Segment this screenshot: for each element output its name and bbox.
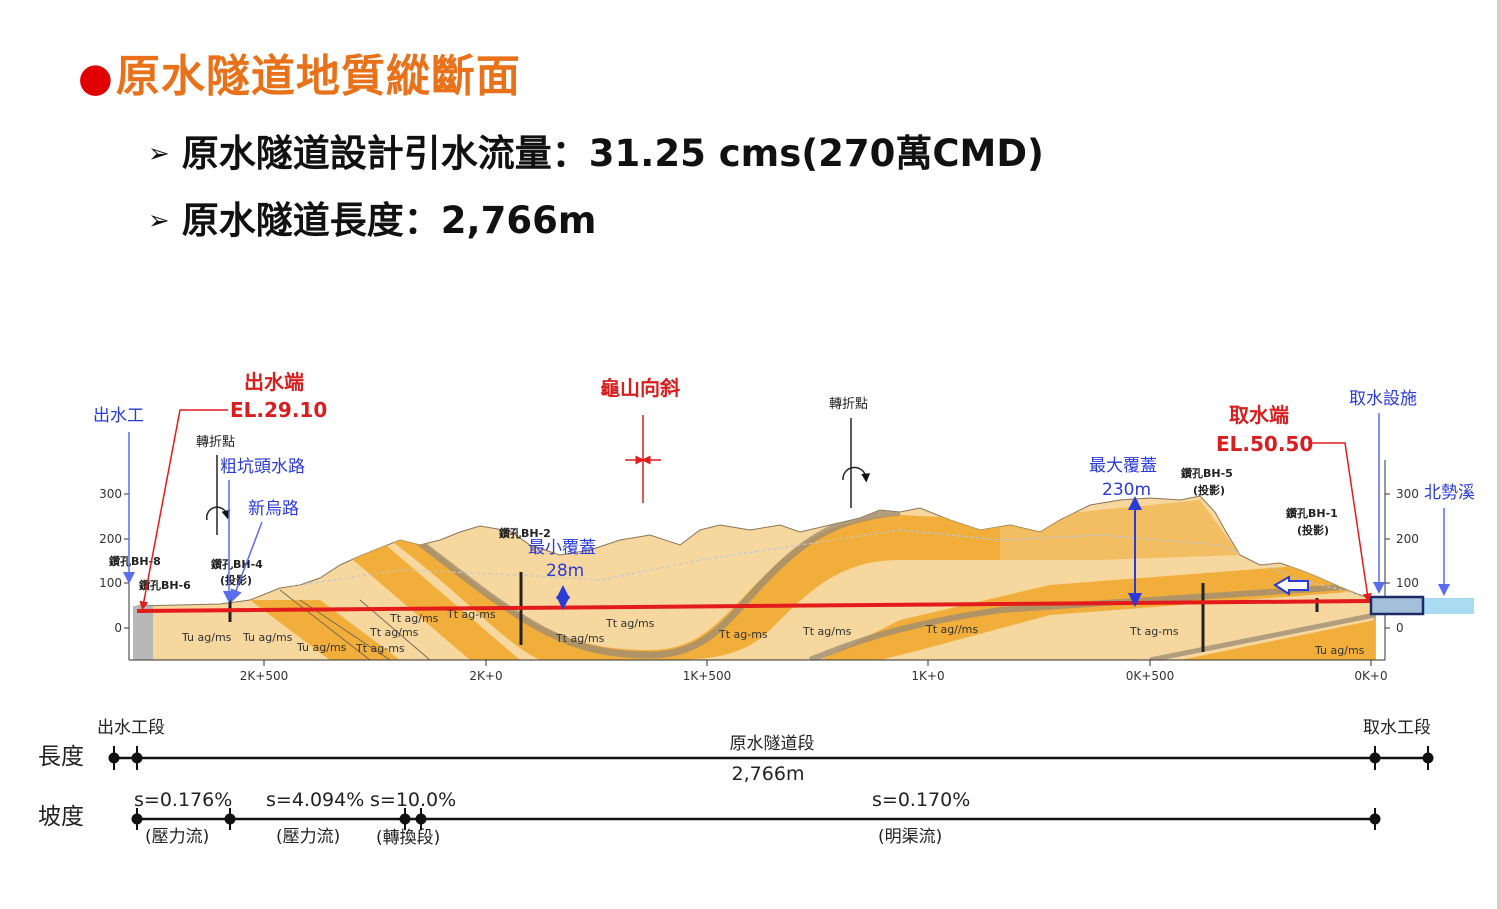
bullet-tunnel-length-text: 原水隧道長度：2,766m bbox=[181, 199, 597, 242]
intake-structure bbox=[1369, 595, 1425, 616]
elev-tick-right: 0 bbox=[1396, 621, 1404, 635]
elev-tick-left: 100 bbox=[99, 576, 122, 590]
right-edge-border bbox=[1497, 0, 1500, 909]
xinwu-road-label: 新烏路 bbox=[248, 499, 299, 519]
cukeng-road-label: 粗坑頭水路 bbox=[220, 457, 305, 477]
geo-label: Tt ag/ms bbox=[802, 625, 852, 638]
length-row-markers bbox=[108, 746, 1434, 770]
geo-label: Tt ag-ms bbox=[355, 642, 405, 655]
seg3-note: (轉換段) bbox=[376, 828, 440, 848]
xinwu-road-arrow-icon bbox=[230, 521, 263, 602]
max-cover-label: 最大覆蓋 bbox=[1089, 456, 1157, 476]
chainage-label: 1K+500 bbox=[683, 669, 731, 683]
chainage-label: 0K+500 bbox=[1126, 669, 1174, 683]
chainage-label: 2K+0 bbox=[469, 669, 502, 683]
bullet-flow-rate: ➢ 原水隧道設計引水流量：31.25 cms(270萬CMD) bbox=[148, 123, 1044, 177]
geology-labels: Tu ag/ms Tu ag/ms Tu ag/ms Tt ag/ms Tt a… bbox=[181, 608, 1365, 657]
seg2-note: (壓力流) bbox=[276, 827, 340, 847]
elev-tick-left: 200 bbox=[99, 532, 122, 546]
geo-label: Tt ag/ms bbox=[605, 617, 655, 630]
min-cover-label: 最小覆蓋 bbox=[528, 538, 596, 558]
borehole-bh4-note: (投影) bbox=[220, 573, 252, 587]
slope-row-label: 坡度 bbox=[38, 804, 84, 830]
geo-label: Tt ag-ms bbox=[718, 628, 768, 641]
rotation-right-icon bbox=[842, 466, 871, 483]
page-title-text: 原水隧道地質縱斷面 bbox=[115, 51, 521, 102]
geo-label: Tu ag/ms bbox=[242, 631, 293, 644]
geo-label: Tt ag/ms bbox=[369, 626, 419, 639]
geo-label: Tt ag-ms bbox=[446, 608, 496, 621]
geo-label: Tt ag/ms bbox=[555, 632, 605, 645]
tunnel-alignment-line bbox=[136, 599, 1372, 613]
seg1-slope: s=0.176% bbox=[134, 789, 232, 811]
outlet-structure bbox=[133, 606, 153, 660]
geo-label: Tt ag/ms bbox=[389, 612, 439, 625]
rotation-left-icon bbox=[205, 506, 231, 521]
borehole-bh5-note: (投影) bbox=[1193, 483, 1225, 497]
elev-tick-left: 0 bbox=[114, 621, 122, 635]
river-water bbox=[1422, 598, 1474, 614]
max-cover-value: 230m bbox=[1102, 480, 1151, 500]
bullet-tunnel-length: ➢ 原水隧道長度：2,766m bbox=[148, 190, 596, 244]
borehole-bh6: 鑽孔BH-6 bbox=[139, 578, 191, 592]
intake-end-leader bbox=[1308, 442, 1372, 603]
guishan-syncline-label: 龜山向斜 bbox=[600, 376, 680, 400]
seg4-note: (明渠流) bbox=[878, 827, 942, 847]
outlet-works-label: 出水工 bbox=[93, 406, 144, 426]
intake-end-label: 取水端 bbox=[1229, 403, 1289, 427]
chainage-label: 1K+0 bbox=[911, 669, 944, 683]
elev-tick-left: 300 bbox=[99, 487, 122, 501]
geo-label: Tu ag/ms bbox=[1314, 644, 1365, 657]
borehole-bh1: 鑽孔BH-1 bbox=[1286, 506, 1338, 520]
outlet-end-elevation: EL.29.10 bbox=[230, 398, 327, 422]
length-row-label: 長度 bbox=[38, 744, 84, 770]
geo-label: Tt ag-ms bbox=[1129, 625, 1179, 638]
elev-tick-right: 200 bbox=[1396, 532, 1419, 546]
chainage-label: 2K+500 bbox=[240, 669, 288, 683]
outlet-end-label: 出水端 bbox=[244, 370, 304, 394]
page-title: ●原水隧道地質縱斷面 bbox=[78, 40, 521, 104]
chainage-ticks bbox=[263, 660, 1372, 666]
turn-point-right-label: 轉折點 bbox=[829, 397, 868, 412]
turn-point-left-label: 轉折點 bbox=[196, 435, 235, 450]
outlet-section-label: 出水工段 bbox=[97, 718, 165, 738]
arrow-bullet-icon: ➢ bbox=[148, 139, 170, 169]
borehole-bh8: 鑽孔BH-8 bbox=[109, 554, 161, 568]
slope-row-markers bbox=[131, 808, 1381, 830]
borehole-bh2: 鑽孔BH-2 bbox=[499, 526, 551, 540]
seg4-slope: s=0.170% bbox=[872, 789, 970, 811]
intake-end-elevation: EL.50.50 bbox=[1216, 432, 1313, 456]
river-label: 北勢溪 bbox=[1424, 483, 1475, 503]
seg2-slope: s=4.094% bbox=[266, 789, 364, 811]
chainage-label: 0K+0 bbox=[1354, 669, 1387, 683]
elev-tick-right: 100 bbox=[1396, 576, 1419, 590]
borehole-bh5: 鑽孔BH-5 bbox=[1181, 466, 1233, 480]
geo-label: Tu ag/ms bbox=[181, 631, 232, 644]
intake-section-label: 取水工段 bbox=[1363, 718, 1431, 738]
borehole-bh4: 鑽孔BH-4 bbox=[211, 557, 263, 571]
intake-facility-label: 取水設施 bbox=[1349, 389, 1417, 409]
geo-label: Tu ag/ms bbox=[296, 641, 347, 654]
tunnel-length-value: 2,766m bbox=[732, 763, 805, 785]
min-cover-value: 28m bbox=[546, 561, 584, 581]
seg3-slope: s=10.0% bbox=[370, 789, 456, 811]
elev-tick-right: 300 bbox=[1396, 487, 1419, 501]
tunnel-section-label: 原水隧道段 bbox=[730, 734, 815, 754]
flow-direction-arrow-icon bbox=[1273, 575, 1309, 596]
borehole-bh1-note: (投影) bbox=[1297, 523, 1329, 537]
outlet-end-leader bbox=[139, 409, 228, 611]
geo-label: Tt ag//ms bbox=[925, 623, 978, 636]
arrow-bullet-icon: ➢ bbox=[148, 206, 170, 236]
bullet-dot-icon: ● bbox=[78, 55, 114, 101]
seg1-note: (壓力流) bbox=[145, 827, 209, 847]
bullet-flow-rate-text: 原水隧道設計引水流量：31.25 cms(270萬CMD) bbox=[181, 132, 1044, 175]
